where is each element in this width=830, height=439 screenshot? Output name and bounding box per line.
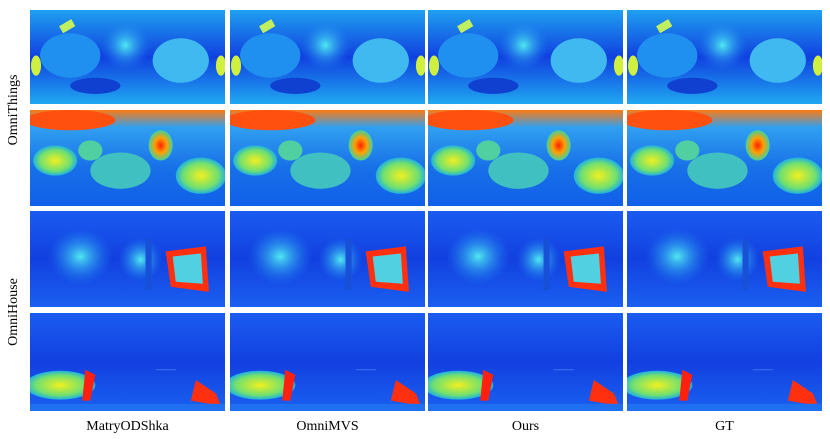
depth-map [30,10,225,104]
depth-map [627,10,822,104]
depth-map [627,110,822,206]
column-label: GT [715,419,734,434]
depth-map [230,10,425,104]
depth-map [30,211,225,307]
depth-map [30,313,225,411]
depth-map [230,211,425,307]
depth-map [428,10,623,104]
depth-map [428,313,623,411]
column-label: MatryODShka [86,419,169,434]
column-label: Ours [512,419,539,434]
column-label: OmniMVS [296,419,358,434]
row-label: OmniHouse [6,278,21,346]
depth-map [30,110,225,206]
depth-map [230,313,425,411]
depth-map [627,313,822,411]
depth-map [627,211,822,307]
depth-map [428,211,623,307]
row-label: OmniThings [6,75,21,146]
depth-map [428,110,623,206]
depth-map [230,110,425,206]
